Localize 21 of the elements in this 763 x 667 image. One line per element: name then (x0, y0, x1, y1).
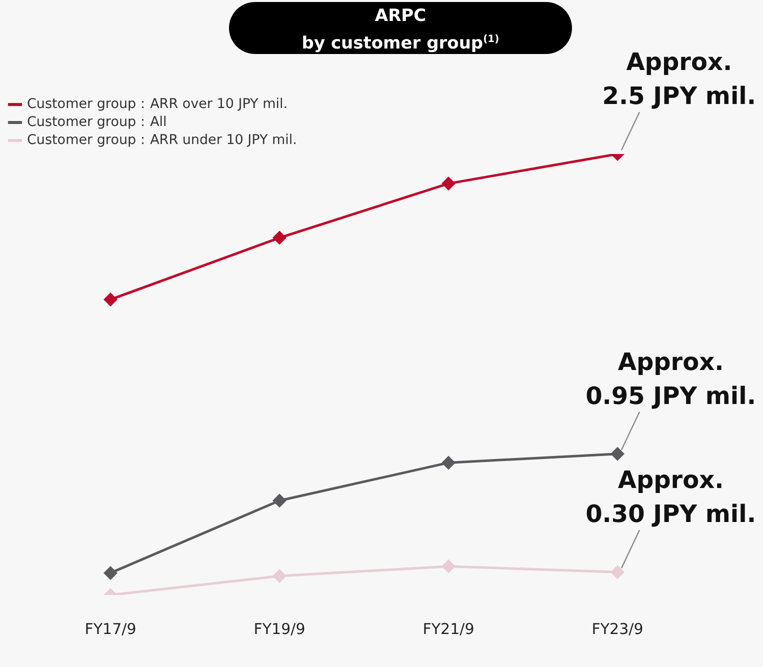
x-tick-label: FY19/9 (254, 620, 306, 638)
point (610, 446, 624, 461)
legend-label: Customer group：All (27, 113, 167, 131)
chart-title: ARPC by customer group$^{(1)}$ (229, 2, 572, 54)
point (272, 230, 286, 245)
x-tick-label: FY17/9 (84, 620, 136, 638)
annotation: Approx. 0.95 JPY mil. (586, 348, 756, 410)
point (442, 559, 456, 574)
point (610, 565, 624, 580)
point (272, 569, 286, 584)
point (104, 566, 118, 580)
point (272, 494, 286, 508)
point (442, 176, 456, 191)
x-tick-label: FY21/9 (422, 620, 474, 638)
point (442, 456, 456, 470)
point (104, 292, 118, 307)
annotation: Approx. 0.30 JPY mil. (586, 466, 756, 528)
legend-label: Customer group：ARR under 10 JPY mil. (27, 131, 297, 149)
legend-label: Customer group：ARR over 10 JPY mil. (27, 95, 288, 113)
annotation: Approx. 2.5 JPY mil. (602, 48, 756, 110)
x-tick-label: FY23/9 (592, 620, 644, 638)
